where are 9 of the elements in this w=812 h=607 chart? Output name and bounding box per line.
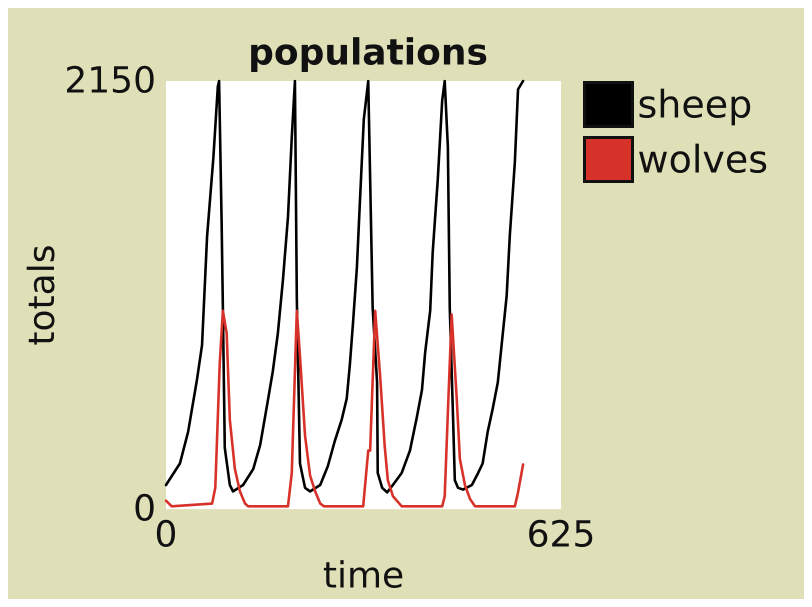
y-axis-title: totals [22, 244, 63, 346]
chart-title: populations [248, 32, 488, 74]
legend-label: sheep [638, 82, 752, 126]
legend-label: wolves [638, 138, 768, 182]
x-axis-title: time [322, 556, 404, 596]
x-tick-label: 625 [526, 514, 596, 556]
y-tick-label: 2150 [64, 60, 156, 102]
line-series [164, 80, 524, 494]
line-series [164, 309, 524, 508]
